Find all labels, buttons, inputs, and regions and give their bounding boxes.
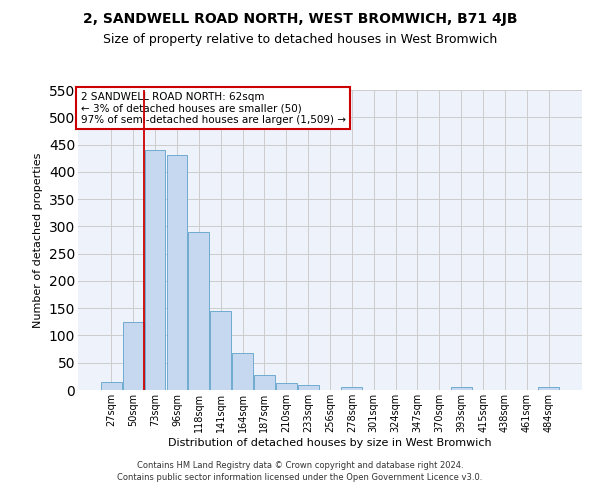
Bar — [276, 384, 296, 390]
X-axis label: Distribution of detached houses by size in West Bromwich: Distribution of detached houses by size … — [168, 438, 492, 448]
Y-axis label: Number of detached properties: Number of detached properties — [33, 152, 43, 328]
Bar — [123, 322, 143, 390]
Bar — [254, 376, 275, 390]
Bar — [188, 232, 209, 390]
Bar — [101, 382, 122, 390]
Bar — [145, 150, 166, 390]
Bar — [298, 385, 319, 390]
Bar — [232, 354, 253, 390]
Text: Size of property relative to detached houses in West Bromwich: Size of property relative to detached ho… — [103, 32, 497, 46]
Bar — [341, 388, 362, 390]
Bar — [167, 156, 187, 390]
Text: 2, SANDWELL ROAD NORTH, WEST BROMWICH, B71 4JB: 2, SANDWELL ROAD NORTH, WEST BROMWICH, B… — [83, 12, 517, 26]
Bar — [451, 388, 472, 390]
Bar — [210, 311, 231, 390]
Text: 2 SANDWELL ROAD NORTH: 62sqm
← 3% of detached houses are smaller (50)
97% of sem: 2 SANDWELL ROAD NORTH: 62sqm ← 3% of det… — [80, 92, 346, 124]
Text: Contains HM Land Registry data © Crown copyright and database right 2024.
Contai: Contains HM Land Registry data © Crown c… — [118, 461, 482, 482]
Bar — [538, 386, 559, 390]
